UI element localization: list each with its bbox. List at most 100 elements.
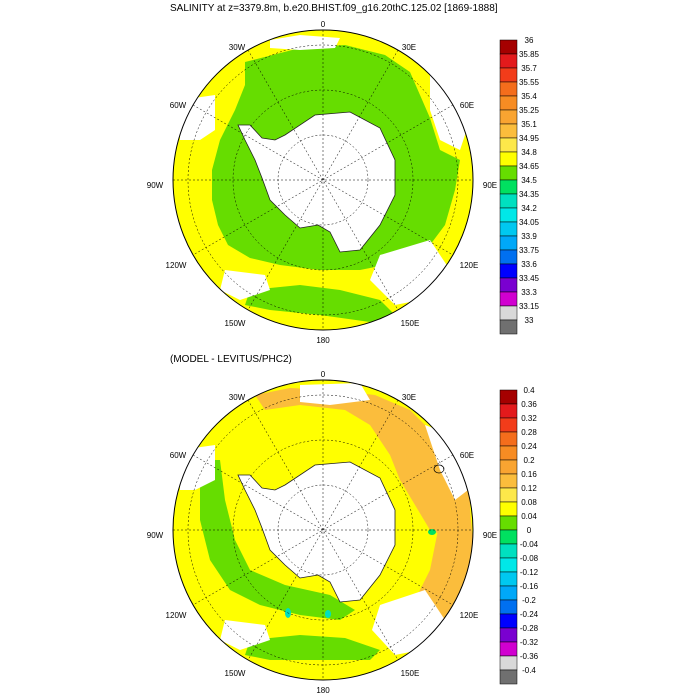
map1-colorbar-label: 33.6 <box>521 260 537 269</box>
map2-lon-60w: 60W <box>170 451 187 460</box>
map1-lon-60w: 60W <box>170 101 187 110</box>
map2-colorbar-label: 0.12 <box>521 484 537 493</box>
map2-colorbar-label: 0.36 <box>521 400 537 409</box>
map1-lon-180: 180 <box>316 336 330 345</box>
map1-polar-plot <box>172 29 474 331</box>
map1-colorbar-swatch <box>499 179 518 195</box>
map2-colorbar-swatch <box>499 599 518 615</box>
map2-colorbar-label: -0.12 <box>520 568 539 577</box>
map2-colorbar-swatch <box>499 431 518 447</box>
map1-colorbar-label: 34.65 <box>519 162 540 171</box>
map1-colorbar-label: 33 <box>525 316 534 325</box>
map2-colorbar-swatch <box>499 403 518 419</box>
map2-colorbar-label: 0.04 <box>521 512 537 521</box>
map2-title: (MODEL - LEVITUS/PHC2) <box>170 354 292 365</box>
map2-white-gap-north <box>300 383 370 405</box>
map1-colorbar-label: 34.8 <box>521 148 537 157</box>
map2-lon-30e: 30E <box>402 393 416 402</box>
map2-green-region-west <box>200 460 355 620</box>
map1-lon-0: 0 <box>321 20 326 29</box>
map1-colorbar-label: 35.4 <box>521 92 537 101</box>
map2-colorbar-label: 0.4 <box>523 386 535 395</box>
map2-colorbar-swatch <box>499 473 518 489</box>
map1-colorbar-label: 35.1 <box>521 120 537 129</box>
map2-green-band-south <box>245 635 380 660</box>
map2-colorbar-swatch <box>499 389 518 405</box>
map1-lon-90e: 90E <box>483 181 497 190</box>
map1-colorbar-swatch <box>499 221 518 237</box>
map1-border <box>172 29 474 331</box>
map2-lon-60e: 60E <box>460 451 474 460</box>
map1-colorbar-label: 33.3 <box>521 288 537 297</box>
map1-colorbar-label: 33.45 <box>519 274 540 283</box>
map2-graticule <box>173 380 473 680</box>
map2-lon-90w: 90W <box>147 531 164 540</box>
map2-lon-120w: 120W <box>166 611 187 620</box>
map1-lon-30w: 30W <box>229 43 246 52</box>
map2-colorbar-label: -0.32 <box>520 638 539 647</box>
map1-colorbar-label: 36 <box>525 36 534 45</box>
map1-lon-150w: 150W <box>225 319 246 328</box>
map1-lon-60e: 60E <box>460 101 474 110</box>
map1-lon-120w: 120W <box>166 261 187 270</box>
map2-orange-region-north <box>255 388 470 540</box>
map2-colorbar-label: 0.24 <box>521 442 537 451</box>
map1-lon-150e: 150E <box>401 319 420 328</box>
map2-colorbar-label: -0.28 <box>520 624 539 633</box>
map2-colorbar-label: -0.16 <box>520 582 539 591</box>
map1-colorbar-label: 33.75 <box>519 246 540 255</box>
map1-colorbar-swatch <box>499 319 518 335</box>
map2-green-blob <box>428 529 436 535</box>
map2-colorbar-swatch <box>499 515 518 531</box>
map2-border <box>172 379 474 681</box>
map1-colorbar-label: 35.7 <box>521 64 537 73</box>
map1-colorbar-swatch <box>499 39 518 55</box>
map1-colorbar-label: 34.2 <box>521 204 537 213</box>
map2-colorbar-label: -0.2 <box>522 596 536 605</box>
map1-colorbar-swatch <box>499 291 518 307</box>
map2-colorbar-label: -0.04 <box>520 540 539 549</box>
map1-antarctica <box>237 111 396 253</box>
map2-colorbar-label: -0.36 <box>520 652 539 661</box>
map1-lon-90w: 90W <box>147 181 164 190</box>
map2-colorbar-swatch <box>499 655 518 671</box>
map2-colorbar-swatch <box>499 669 518 685</box>
map2-colorbar-swatch <box>499 627 518 643</box>
map2-colorbar-swatch <box>499 501 518 517</box>
map2-colorbar: 0.4 0.36 0.32 0.28 0.24 0.2 0.16 0.12 0.08 0.04 0 -… <box>499 386 539 685</box>
map2-white-gap-southwest <box>220 620 270 650</box>
map2-colorbar-label: 0.2 <box>523 456 535 465</box>
map2-colorbar-swatch <box>499 487 518 503</box>
map1-colorbar-swatch <box>499 249 518 265</box>
map1-colorbar-swatch <box>499 235 518 251</box>
map1-lon-30e: 30E <box>402 43 416 52</box>
map1-colorbar-swatch <box>499 123 518 139</box>
map2-colorbar-swatch <box>499 459 518 475</box>
map1-graticule <box>173 30 473 330</box>
map1-white-gap-north <box>270 35 340 50</box>
map2-colorbar-label: 0.28 <box>521 428 537 437</box>
map2-lon-labels: 0 30W 30E 60W 60E 90W 90E 120W 120E 150W… <box>147 370 497 695</box>
map2-colorbar-label: -0.4 <box>522 666 536 675</box>
map1-colorbar-label: 34.35 <box>519 190 540 199</box>
map2-lon-150e: 150E <box>401 669 420 678</box>
map1-colorbar-swatch <box>499 95 518 111</box>
map1-colorbar-swatch <box>499 207 518 223</box>
map2-colorbar-label: 0.32 <box>521 414 537 423</box>
map2-lon-180: 180 <box>316 686 330 695</box>
map2-lon-0: 0 <box>321 370 326 379</box>
map1-colorbar-label: 34.95 <box>519 134 540 143</box>
map1-colorbar-swatch <box>499 53 518 69</box>
map1-colorbar-label: 34.5 <box>521 176 537 185</box>
map1-colorbar-swatch <box>499 277 518 293</box>
map2-colorbar-label: 0.08 <box>521 498 537 507</box>
map2-colorbar-swatch <box>499 529 518 545</box>
map2-colorbar-swatch <box>499 585 518 601</box>
map2-colorbar-swatch <box>499 571 518 587</box>
map1-colorbar-swatch <box>499 109 518 125</box>
map1-colorbar: 36 35.85 35.7 35.55 35.4 35.25 35.1 34.95 34.8 34… <box>499 36 540 335</box>
map2-antarctica <box>237 461 396 603</box>
map1-title: SALINITY at z=3379.8m, b.e20.BHIST.f09_g… <box>170 3 498 14</box>
map1-lon-120e: 120E <box>460 261 479 270</box>
